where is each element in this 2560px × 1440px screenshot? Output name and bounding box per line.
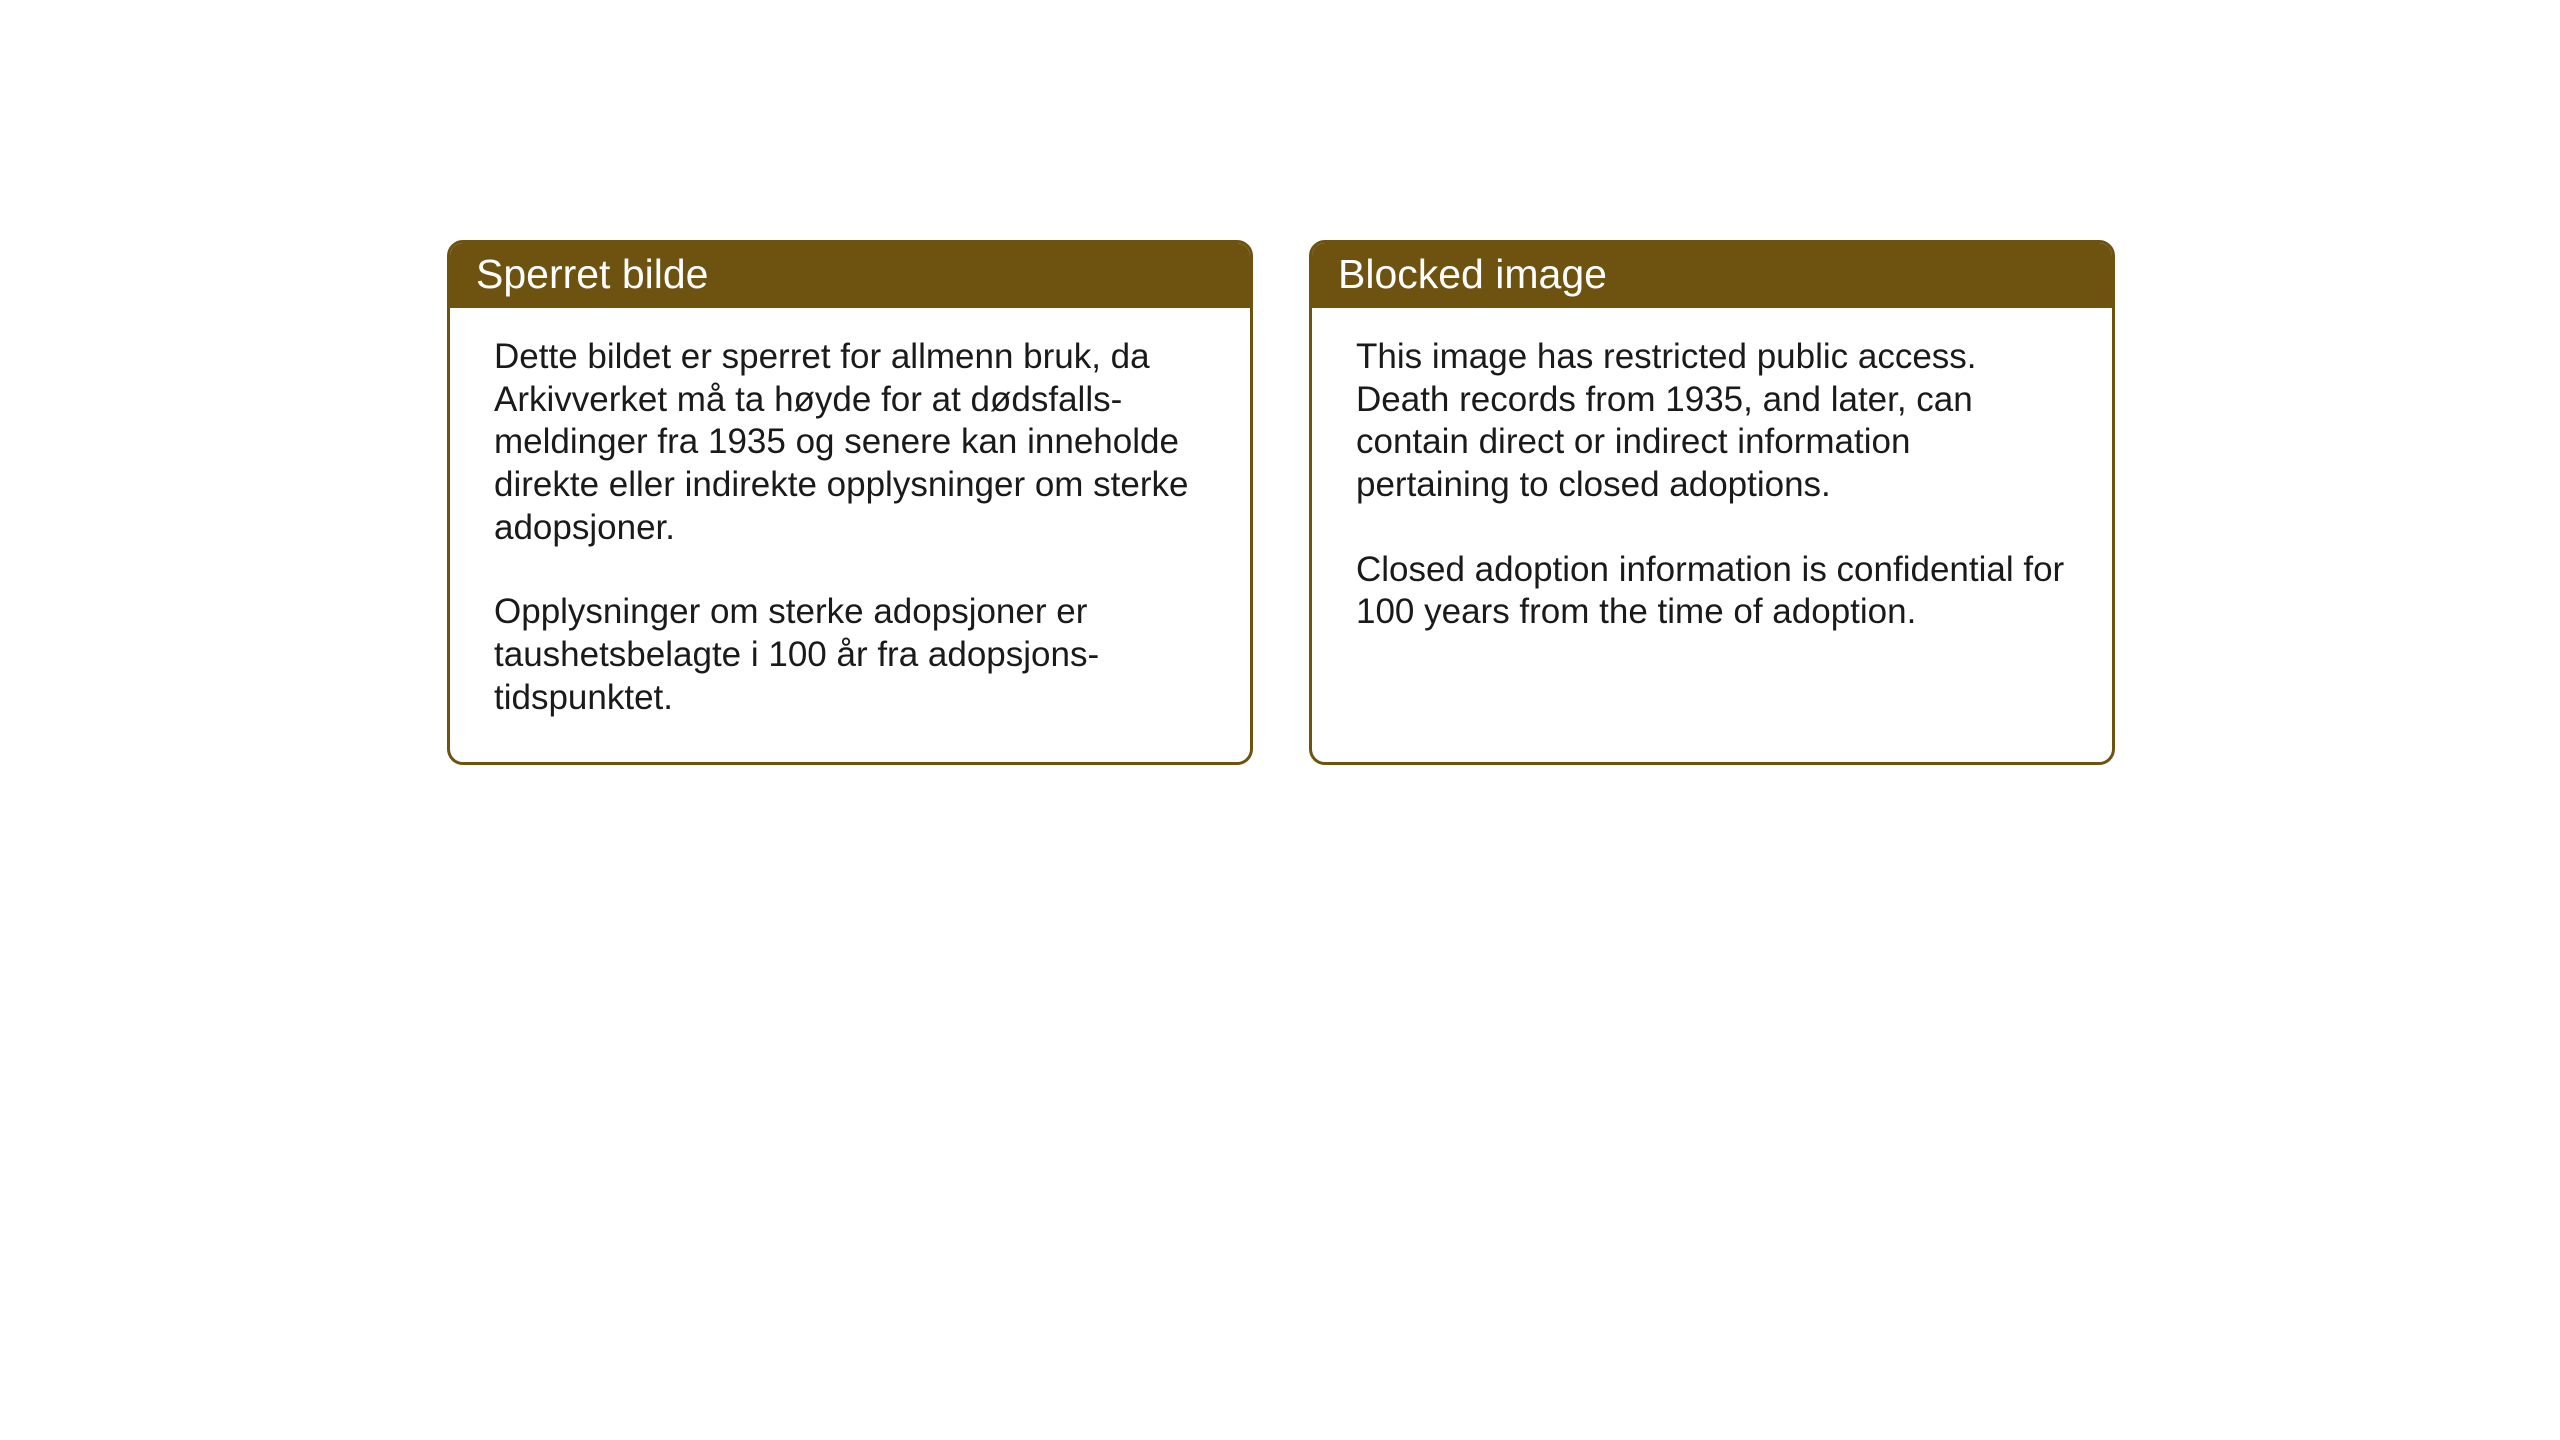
card-paragraph: This image has restricted public access.… xyxy=(1356,336,2068,507)
card-norwegian: Sperret bilde Dette bildet er sperret fo… xyxy=(447,240,1253,765)
cards-container: Sperret bilde Dette bildet er sperret fo… xyxy=(447,240,2115,765)
card-paragraph: Opplysninger om sterke adopsjoner er tau… xyxy=(494,591,1206,719)
card-paragraph: Dette bildet er sperret for allmenn bruk… xyxy=(494,336,1206,549)
card-title: Sperret bilde xyxy=(476,251,708,297)
card-body-norwegian: Dette bildet er sperret for allmenn bruk… xyxy=(450,308,1250,762)
card-header-norwegian: Sperret bilde xyxy=(450,243,1250,308)
card-english: Blocked image This image has restricted … xyxy=(1309,240,2115,765)
card-header-english: Blocked image xyxy=(1312,243,2112,308)
card-paragraph: Closed adoption information is confident… xyxy=(1356,549,2068,634)
card-body-english: This image has restricted public access.… xyxy=(1312,308,2112,748)
card-title: Blocked image xyxy=(1338,251,1607,297)
